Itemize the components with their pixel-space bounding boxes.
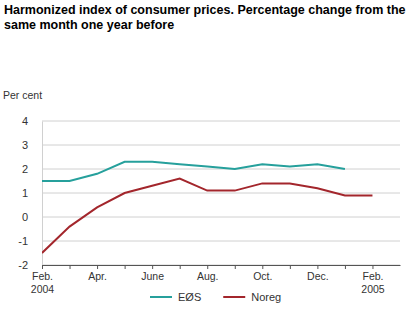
y-tick: 3 [22, 139, 42, 151]
x-tick-label: June [141, 270, 164, 282]
x-tick: Feb.2004 [31, 265, 55, 295]
y-tick: -2 [18, 259, 42, 271]
x-tick [70, 265, 71, 269]
legend-swatch [223, 296, 245, 298]
x-tick-label: Feb.2004 [31, 270, 55, 294]
y-tick: 0 [22, 211, 42, 223]
x-tick-mark [372, 265, 373, 269]
y-tick: 4 [22, 115, 42, 127]
lines [42, 162, 372, 253]
x-tick-mark [317, 265, 318, 269]
y-tick-label: 3 [22, 139, 28, 151]
x-tick: Apr. [88, 265, 107, 282]
y-tick: 1 [22, 187, 42, 199]
x-tick [345, 265, 346, 269]
grid-line [42, 193, 400, 194]
x-tick: Dec. [307, 265, 329, 282]
x-tick: June [141, 265, 164, 282]
x-tick-mark [42, 265, 43, 269]
grid-line [42, 265, 400, 266]
x-tick-label: Aug. [197, 270, 219, 282]
title: Harmonized index of consumer prices. Per… [4, 3, 406, 32]
grid-line [42, 145, 400, 146]
y-axis-line [42, 122, 43, 266]
legend-label: Noreg [251, 291, 281, 303]
x-tick-mark [262, 265, 263, 269]
y-axis: -2 -1 0 1 2 3 4 [18, 115, 42, 271]
x-axis: Feb.2004 Apr. June Aug. Oct. Dec. Feb.2005 [31, 265, 401, 295]
x-tick: Feb.2005 [361, 265, 385, 295]
x-tick-label: Dec. [307, 270, 329, 282]
y-axis-title: Per cent [3, 89, 42, 101]
x-tick [235, 265, 236, 269]
y-tick: 2 [22, 163, 42, 175]
x-tick-mark [207, 265, 208, 269]
x-tick-label: Oct. [253, 270, 272, 282]
x-tick: Aug. [197, 265, 219, 282]
legend-swatch [150, 296, 172, 298]
x-tick-mark [125, 265, 126, 269]
x-tick-mark [235, 265, 236, 269]
x-tick [290, 265, 291, 269]
chart: Harmonized index of consumer prices. Per… [0, 0, 416, 321]
grid-line [42, 121, 400, 122]
series-line [42, 179, 372, 253]
x-tick-mark [70, 265, 71, 269]
legend-label: EØS [178, 291, 201, 303]
y-tick-label: -1 [18, 235, 28, 247]
y-tick-label: -2 [18, 259, 28, 271]
grid-line [42, 217, 400, 218]
x-tick-label: Apr. [88, 270, 107, 282]
x-axis-line [43, 265, 401, 266]
x-tick-label: Feb.2005 [361, 270, 385, 294]
x-tick-mark [345, 265, 346, 269]
x-tick: Oct. [253, 265, 272, 282]
y-tick-label: 1 [22, 187, 28, 199]
grid-line [42, 241, 400, 242]
y-tick-label: 2 [22, 163, 28, 175]
series-line [42, 162, 345, 181]
grid [42, 121, 400, 265]
x-tick [180, 265, 181, 269]
legend: EØS Noreg [150, 291, 281, 303]
y-tick-label: 0 [22, 211, 28, 223]
x-tick-mark [290, 265, 291, 269]
x-tick-mark [97, 265, 98, 269]
x-tick-mark [180, 265, 181, 269]
x-tick [125, 265, 126, 269]
x-tick-mark [152, 265, 153, 269]
y-tick-label: 4 [22, 115, 28, 127]
y-tick: -1 [18, 235, 42, 247]
